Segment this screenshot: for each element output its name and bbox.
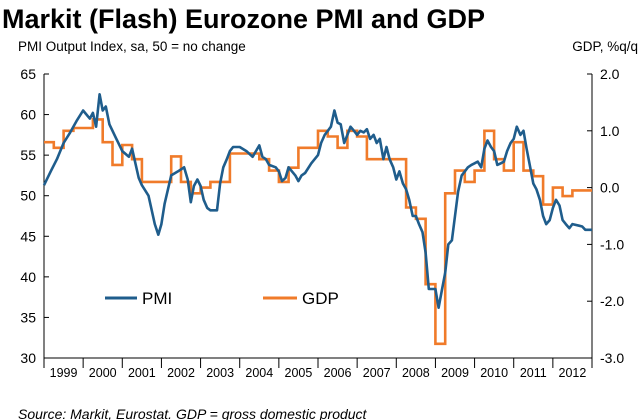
left-tick-label: 40	[20, 269, 36, 285]
left-tick-label: 35	[20, 309, 36, 325]
axes	[43, 74, 593, 359]
series-lines	[42, 93, 592, 346]
x-axis-ticks: 1999 2000 2001 2002 2003 2004 2005 2006 2007 2008…	[43, 358, 593, 380]
right-tick-label: -3.0	[600, 350, 624, 366]
x-tick-label: 2006	[324, 366, 352, 380]
right-tick-label: 1.0	[600, 123, 620, 139]
right-tick-label: -2.0	[600, 293, 624, 309]
left-tick-label: 65	[20, 66, 36, 82]
x-tick-label: 2003	[206, 366, 234, 380]
left-tick-label: 45	[20, 228, 36, 244]
left-tick-label: 55	[20, 147, 36, 163]
left-tick-label: 50	[20, 188, 36, 204]
x-tick-label: 2009	[441, 366, 469, 380]
x-tick-label: 2000	[89, 366, 117, 380]
legend: PMI GDP	[105, 289, 339, 308]
left-axis-ticks: 65 60 55 50 45 40 35 30	[20, 66, 49, 366]
x-tick-label: 2001	[128, 366, 156, 380]
chart-title: Markit (Flash) Eurozone PMI and GDP	[2, 4, 485, 34]
x-tick-label: 2008	[402, 366, 430, 380]
series-line-pmi	[42, 93, 592, 309]
x-tick-label: 1999	[50, 366, 78, 380]
right-tick-label: 0.0	[600, 180, 620, 196]
x-tick-label: 2004	[245, 366, 273, 380]
left-tick-label: 60	[20, 107, 36, 123]
x-tick-label: 2005	[285, 366, 313, 380]
left-tick-label: 30	[20, 350, 36, 366]
x-tick-label: 2007	[363, 366, 391, 380]
x-tick-label: 2010	[480, 366, 508, 380]
source-note: Source: Markit, Eurostat. GDP = gross do…	[18, 406, 368, 420]
x-tick-label: 2012	[559, 366, 587, 380]
x-tick-label: 2002	[167, 366, 195, 380]
right-tick-label: -1.0	[600, 236, 624, 252]
right-axis-label: GDP, %q/q	[572, 39, 638, 54]
right-axis-ticks: 2.0 1.0 0.0 -1.0 -2.0 -3.0	[587, 66, 624, 366]
legend-pmi-label: PMI	[142, 289, 172, 308]
right-tick-label: 2.0	[600, 66, 620, 82]
left-axis-label: PMI Output Index, sa, 50 = no change	[18, 39, 246, 54]
x-tick-label: 2011	[520, 366, 547, 380]
legend-gdp-label: GDP	[302, 289, 339, 308]
